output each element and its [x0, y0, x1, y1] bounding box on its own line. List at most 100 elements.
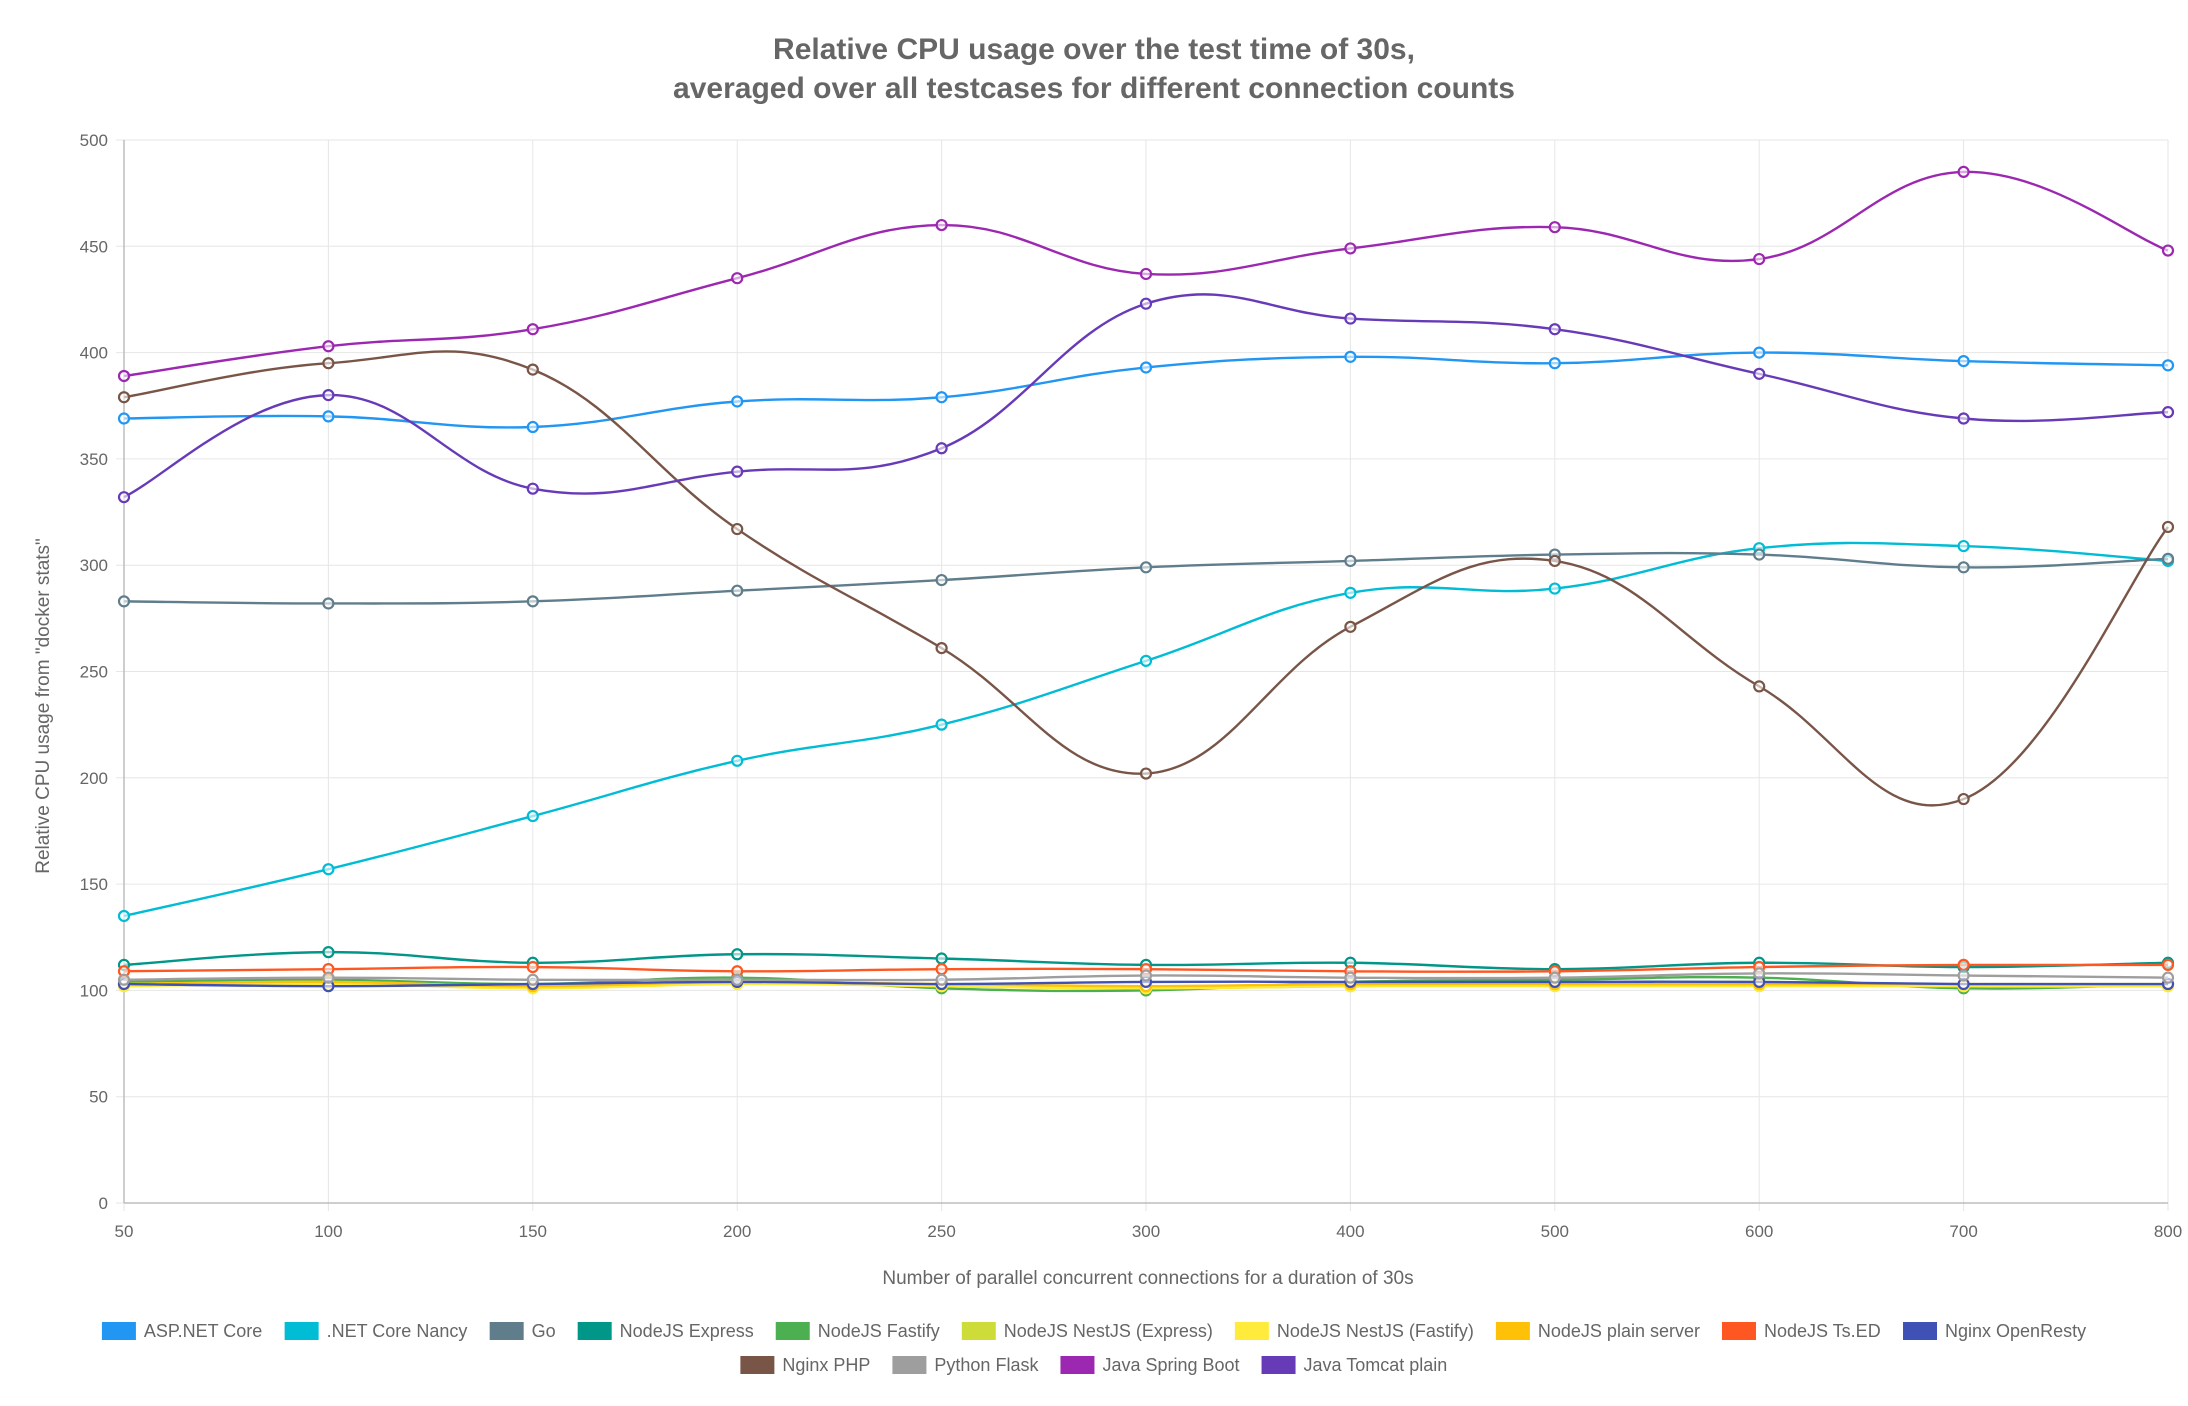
legend-swatch: [892, 1356, 927, 1374]
legend-item[interactable]: Java Spring Boot: [1060, 1355, 1240, 1375]
legend-item[interactable]: NodeJS NestJS (Fastify): [1234, 1321, 1474, 1341]
series-10: [117, 350, 2175, 807]
data-point: [1344, 620, 1357, 633]
data-point: [935, 573, 948, 587]
data-point: [1139, 767, 1153, 780]
legend-item[interactable]: NodeJS NestJS (Express): [961, 1321, 1213, 1341]
legend-swatch: [1903, 1322, 1938, 1340]
x-tick-label: 500: [1541, 1222, 1569, 1241]
data-point: [935, 642, 948, 655]
data-point: [1548, 971, 1561, 984]
data-point: [1753, 252, 1766, 266]
data-point: [1548, 582, 1561, 595]
legend-swatch: [1721, 1322, 1756, 1340]
legend-label: Python Flask: [934, 1355, 1039, 1375]
y-tick-label: 350: [80, 450, 108, 469]
data-point: [526, 809, 539, 823]
data-point: [526, 363, 539, 376]
data-point: [2161, 971, 2175, 984]
data-point: [1548, 323, 1561, 336]
legend-label: NodeJS NestJS (Fastify): [1277, 1321, 1474, 1341]
data-point: [117, 391, 131, 404]
data-point: [1753, 548, 1766, 561]
y-tick-label: 250: [80, 663, 108, 682]
legend-item[interactable]: NodeJS Ts.ED: [1721, 1321, 1881, 1341]
data-point: [731, 754, 744, 767]
data-point: [1957, 539, 1970, 553]
legend-swatch: [1495, 1322, 1530, 1340]
x-tick-label: 200: [723, 1222, 751, 1241]
data-point: [322, 597, 335, 610]
data-point: [1548, 554, 1561, 568]
data-point: [731, 584, 744, 597]
legend-item[interactable]: Nginx OpenResty: [1903, 1321, 2086, 1341]
legend-item[interactable]: NodeJS Express: [577, 1321, 754, 1341]
data-point: [2161, 552, 2175, 565]
x-tick-label: 300: [1132, 1222, 1160, 1241]
legend-swatch: [1261, 1356, 1296, 1374]
data-point: [731, 948, 744, 961]
data-point: [322, 946, 335, 959]
data-point: [731, 973, 744, 986]
series-13: [117, 293, 2175, 504]
legend-label: NodeJS Fastify: [818, 1321, 940, 1341]
legend-item[interactable]: NodeJS plain server: [1495, 1321, 1700, 1341]
data-point: [322, 410, 335, 423]
y-tick-label: 0: [99, 1194, 108, 1213]
data-point: [1753, 967, 1766, 980]
data-point: [731, 465, 744, 478]
legend-item[interactable]: Nginx PHP: [740, 1355, 870, 1375]
data-point: [935, 442, 948, 455]
x-tick-label: 250: [927, 1222, 955, 1241]
data-point: [117, 595, 131, 608]
x-axis-label: Number of parallel concurrent connection…: [882, 1268, 1413, 1289]
legend-swatch: [101, 1322, 136, 1340]
data-point: [1548, 221, 1561, 234]
data-point: [117, 369, 131, 383]
data-point: [731, 522, 744, 536]
data-point: [1753, 680, 1766, 693]
legend-item[interactable]: Python Flask: [892, 1355, 1039, 1375]
data-point: [322, 863, 335, 876]
data-point: [526, 973, 539, 986]
data-point: [526, 420, 539, 434]
data-point: [935, 973, 948, 986]
legend-label: NodeJS Express: [620, 1321, 754, 1341]
legend-item[interactable]: Java Tomcat plain: [1261, 1355, 1448, 1375]
data-point: [322, 971, 335, 984]
legend-label: Nginx PHP: [782, 1355, 870, 1375]
y-tick-label: 100: [80, 981, 108, 1000]
series-line: [123, 293, 2169, 499]
data-point: [2161, 958, 2175, 971]
x-tick-label: 800: [2154, 1222, 2182, 1241]
legend-item[interactable]: NodeJS Fastify: [775, 1321, 940, 1341]
data-point: [1344, 554, 1357, 568]
y-tick-label: 500: [80, 131, 108, 150]
legend-label: ASP.NET Core: [144, 1321, 262, 1341]
data-point: [935, 218, 948, 232]
series-0: [117, 346, 2175, 434]
data-point: [935, 952, 948, 965]
y-tick-label: 400: [80, 344, 108, 363]
legend-swatch: [489, 1322, 524, 1340]
data-point: [117, 412, 131, 425]
y-tick-label: 200: [80, 769, 108, 788]
data-point: [1344, 312, 1357, 325]
legend-item[interactable]: ASP.NET Core: [101, 1321, 262, 1341]
data-point: [935, 391, 948, 404]
legend-label: NodeJS plain server: [1538, 1321, 1700, 1341]
data-point: [1344, 586, 1357, 599]
y-tick-label: 300: [80, 556, 108, 575]
data-point: [2161, 520, 2175, 534]
data-point: [526, 323, 539, 336]
data-point: [526, 482, 539, 495]
legend-label: NodeJS Ts.ED: [1764, 1321, 1881, 1341]
chart-title: Relative CPU usage over the test time of…: [773, 33, 1415, 66]
legend-item[interactable]: Go: [489, 1321, 556, 1341]
legend-item[interactable]: .NET Core Nancy: [284, 1321, 468, 1341]
data-point: [1548, 357, 1561, 370]
data-point: [117, 909, 131, 923]
legend-label: Nginx OpenResty: [1945, 1321, 2086, 1341]
series-2: [117, 548, 2175, 610]
